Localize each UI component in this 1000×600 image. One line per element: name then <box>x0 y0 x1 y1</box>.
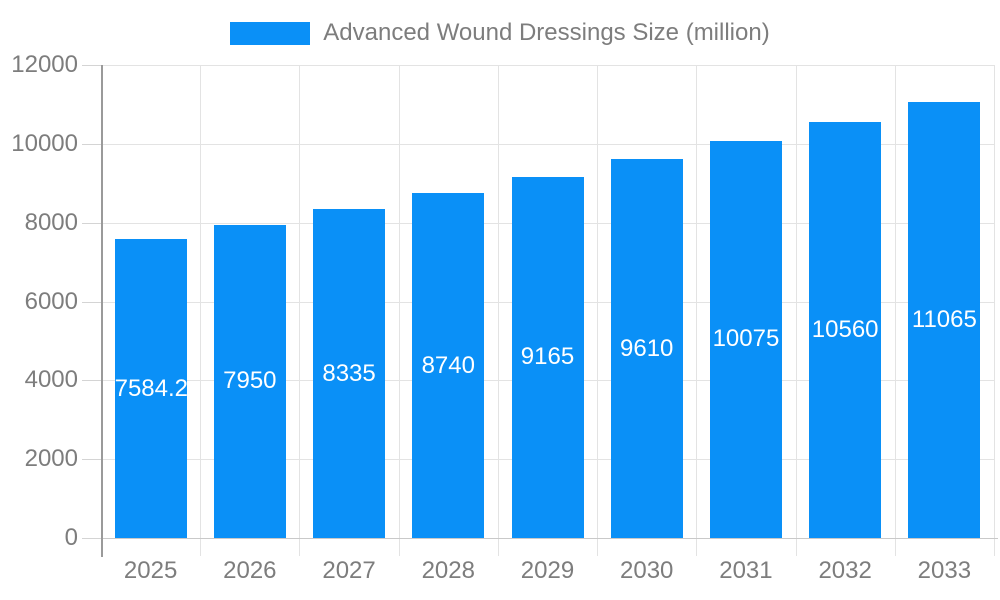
y-gridline <box>101 65 994 66</box>
bar[interactable] <box>709 140 782 538</box>
x-tick-label: 2031 <box>719 557 773 584</box>
bar-value-label: 9610 <box>620 334 674 362</box>
bar[interactable] <box>412 193 485 538</box>
x-tick-label: 2033 <box>917 557 972 584</box>
legend-item[interactable]: Advanced Wound Dressings Size (million) <box>0 18 1000 48</box>
x-tick-label: 2026 <box>223 557 277 584</box>
bar-value-label: 8740 <box>421 351 475 379</box>
bar[interactable] <box>114 239 187 538</box>
bar[interactable] <box>511 176 584 538</box>
y-axis-line <box>101 65 103 557</box>
bar-value-label: 9165 <box>520 343 575 371</box>
bar-value-label: 10075 <box>712 325 780 353</box>
bar[interactable] <box>809 121 882 538</box>
x-tick-label: 2032 <box>818 557 872 584</box>
y-tick-label: 2000 <box>24 445 78 473</box>
legend-swatch <box>230 21 311 45</box>
bar[interactable] <box>908 101 981 538</box>
x-axis-line <box>101 538 998 539</box>
y-axis-tick <box>82 538 101 539</box>
legend-label: Advanced Wound Dressings Size (million) <box>323 19 770 46</box>
y-tick-label: 10000 <box>11 129 78 157</box>
y-gridline <box>101 143 994 145</box>
x-gridline <box>894 65 896 556</box>
bar-value-label: 8335 <box>322 359 376 387</box>
bar[interactable] <box>213 224 286 538</box>
bar-value-label: 11065 <box>911 305 977 333</box>
y-axis-tick <box>82 222 101 224</box>
x-gridline <box>398 65 400 556</box>
y-axis-tick <box>82 380 101 382</box>
y-axis-tick <box>82 459 101 461</box>
x-gridline <box>994 65 995 556</box>
y-tick-label: 4000 <box>24 366 78 394</box>
y-tick-label: 12000 <box>11 51 78 78</box>
y-axis-tick <box>82 143 101 145</box>
bar-value-label: 7584.2 <box>114 374 189 402</box>
x-tick-label: 2028 <box>421 557 475 584</box>
y-tick-label: 8000 <box>24 208 78 236</box>
y-axis-tick <box>82 301 101 303</box>
x-gridline <box>795 65 797 556</box>
x-tick-label: 2030 <box>620 557 674 584</box>
bar[interactable] <box>610 159 683 538</box>
y-tick-label: 6000 <box>24 287 78 315</box>
y-axis-tick <box>82 65 101 66</box>
x-tick-label: 2027 <box>322 557 376 584</box>
x-gridline <box>597 65 599 556</box>
bar-value-label: 7950 <box>223 367 277 395</box>
bar-value-label: 10560 <box>811 315 879 343</box>
y-tick-label: 0 <box>64 524 78 551</box>
x-gridline <box>497 65 499 556</box>
x-gridline <box>696 65 698 556</box>
x-gridline <box>200 65 202 556</box>
x-gridline <box>299 65 301 556</box>
x-tick-label: 2025 <box>123 557 178 584</box>
x-tick-label: 2029 <box>520 557 575 584</box>
bar[interactable] <box>313 209 386 538</box>
